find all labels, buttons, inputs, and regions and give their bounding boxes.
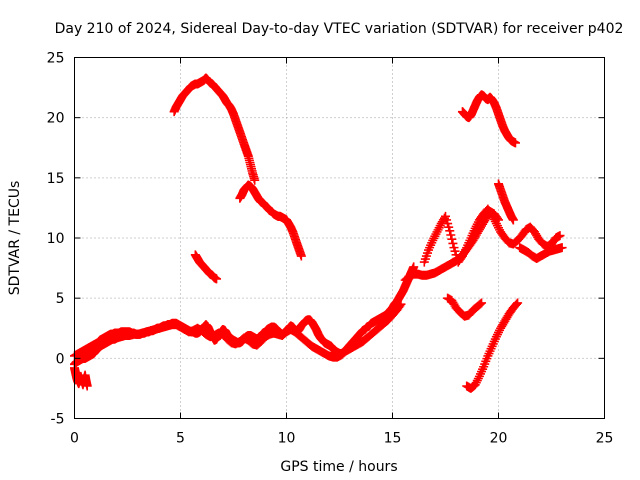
series-9 [494,179,518,225]
data-point [446,230,456,240]
data-point [461,245,471,255]
data-point [492,221,502,231]
data-point [490,216,500,226]
x-tick-label: 20 [490,431,508,447]
series-8 [419,204,565,267]
data-point [432,227,442,237]
data-point [494,223,503,233]
data-point [439,213,449,223]
data-points [70,73,567,393]
data-point [471,378,481,388]
data-point [434,223,444,233]
x-tick-label: 0 [70,431,79,447]
series-6 [190,250,222,284]
series-5 [235,180,306,261]
data-point [296,251,306,261]
y-tick-label: 15 [47,171,65,187]
data-point [430,231,440,241]
data-point [470,380,480,390]
data-point [512,299,522,309]
data-point [495,325,505,335]
y-tick-label: 25 [47,51,65,67]
data-point [555,231,565,241]
data-point [470,223,480,233]
chart-title: Day 210 of 2024, Sidereal Day-to-day VTE… [55,21,624,37]
data-point [447,234,457,244]
data-point [508,215,518,225]
y-tick-label: 10 [47,231,65,247]
data-point [475,299,485,309]
data-point [250,175,260,185]
series-2 [70,299,406,369]
tick-labels: 0 5 10 15 20 25 -5 0 5 10 15 20 25 [47,51,614,447]
x-tick-label: 5 [176,431,185,447]
series-3 [70,363,92,391]
x-tick-label: 25 [596,431,614,447]
data-point [513,298,523,308]
series-4 [169,73,260,185]
data-point [82,381,92,391]
data-point [492,330,502,340]
data-point [445,226,455,236]
y-tick-label: 20 [47,111,65,127]
series-13 [462,298,523,393]
x-tick-label: 15 [384,431,402,447]
x-tick-label: 10 [278,431,296,447]
data-point [433,225,443,235]
data-point [457,251,467,261]
data-point [395,301,405,311]
data-point [472,376,482,386]
y-tick-label: -5 [51,412,65,428]
data-point [472,219,482,229]
data-point [489,214,499,224]
data-point [460,247,470,257]
data-point [473,373,483,383]
data-point [448,238,458,248]
data-point [212,274,222,284]
data-point [491,219,501,229]
data-point [431,229,441,239]
data-point [557,243,567,253]
series-10 [515,243,567,263]
y-tick-label: 5 [56,291,65,307]
data-point [459,249,469,259]
series-11 [457,90,520,148]
x-axis-label: GPS time / hours [280,459,397,475]
data-point [491,332,501,342]
data-point [494,327,503,337]
data-point [396,299,406,309]
data-point [435,221,445,231]
series-12 [443,293,487,321]
y-tick-label: 0 [56,351,65,367]
data-point [428,235,438,245]
data-point [510,138,520,148]
data-point [487,210,497,220]
data-point [477,298,487,308]
data-point [471,221,481,231]
axis-ticks [74,57,605,419]
data-point [429,233,439,243]
data-point [488,212,498,222]
data-point [474,300,484,310]
y-axis-label: SDTVAR / TECUs [7,181,23,296]
